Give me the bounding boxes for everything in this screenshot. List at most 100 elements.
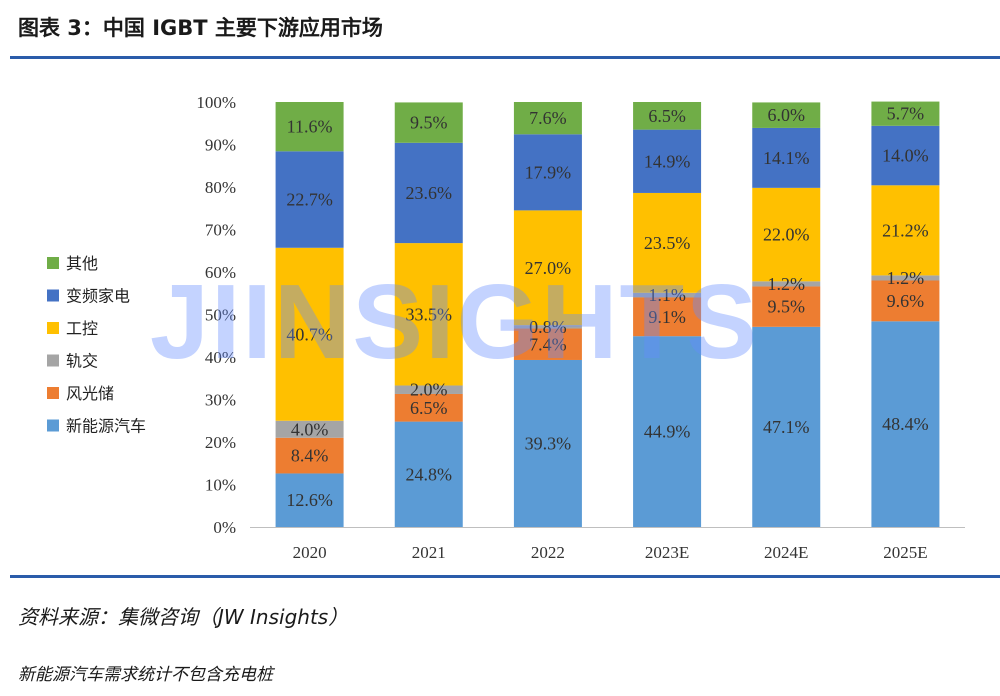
data-label: 40.7%: [286, 324, 333, 344]
bar-segment: [513, 134, 582, 211]
legend-label: 轨交: [66, 352, 98, 371]
bar-segment: [633, 192, 702, 293]
footnote: 新能源汽车需求统计不包含充电桩: [18, 665, 273, 685]
x-tick-label: 2025E: [883, 543, 927, 562]
bar-segment: [394, 385, 463, 394]
data-label: 9.6%: [887, 291, 925, 311]
data-label: 9.1%: [648, 307, 686, 327]
x-tick-label: 2022: [531, 543, 565, 562]
data-label: 27.0%: [525, 258, 572, 278]
data-label: 7.6%: [529, 108, 567, 128]
data-label: 23.5%: [644, 233, 691, 253]
x-tick-label: 2023E: [645, 543, 689, 562]
data-label: 14.9%: [644, 151, 691, 171]
bar-segment: [633, 292, 702, 298]
bar-segment: [871, 280, 940, 322]
data-label: 6.5%: [648, 106, 686, 126]
legend-swatch: [47, 354, 59, 367]
bar-segment: [871, 321, 940, 527]
bottom-rule: [10, 575, 1000, 578]
data-label: 7.4%: [529, 334, 567, 354]
data-label: 2.0%: [410, 380, 448, 400]
data-label: 1.1%: [648, 285, 686, 305]
bar-segment: [275, 420, 344, 438]
bar-segment: [633, 336, 702, 527]
chart-data-labels: 12.6%8.4%4.0%40.7%22.7%11.6%24.8%6.5%2.0…: [286, 104, 928, 511]
data-label: 6.5%: [410, 398, 448, 418]
bar-segment: [752, 281, 821, 287]
bar-segment: [394, 243, 463, 386]
legend-label: 新能源汽车: [66, 417, 146, 436]
bar-segment: [871, 125, 940, 186]
y-tick-label: 50%: [205, 306, 236, 325]
data-label: 6.0%: [768, 105, 806, 125]
data-label: 9.5%: [410, 113, 448, 133]
legend-label: 其他: [66, 254, 98, 273]
legend-label: 变频家电: [66, 287, 130, 306]
y-tick-label: 0%: [213, 518, 236, 537]
bar-segment: [752, 127, 821, 188]
y-tick-label: 10%: [205, 476, 236, 495]
bar-segment: [633, 129, 702, 193]
y-tick-label: 20%: [205, 433, 236, 452]
bar-segment: [513, 102, 582, 135]
y-tick-label: 80%: [205, 178, 236, 197]
data-label: 48.4%: [882, 414, 929, 434]
data-label: 8.4%: [291, 446, 329, 466]
source-note: 资料来源：集微咨询（JW Insights）: [18, 605, 349, 629]
bar-segment: [871, 275, 940, 281]
bar-segment: [394, 142, 463, 244]
data-label: 24.8%: [406, 464, 453, 484]
legend-swatch: [47, 289, 59, 302]
figure-title: 图表 3：中国 IGBT 主要下游应用市场: [18, 16, 383, 40]
bar-segment: [633, 102, 702, 130]
bar-segment: [394, 421, 463, 527]
bar-segment: [394, 102, 463, 143]
data-label: 22.0%: [763, 225, 810, 245]
data-label: 1.2%: [768, 274, 806, 294]
data-label: 1.2%: [887, 268, 925, 288]
data-label: 5.7%: [887, 104, 925, 124]
watermark: JIINSIGHTS: [150, 263, 760, 381]
bar-segment: [633, 297, 702, 337]
data-label: 9.5%: [768, 297, 806, 317]
data-label: 12.6%: [286, 490, 333, 510]
data-label: 23.6%: [406, 183, 453, 203]
x-tick-label: 2020: [293, 543, 327, 562]
y-tick-label: 90%: [205, 136, 236, 155]
bar-segment: [394, 393, 463, 422]
x-tick-label: 2021: [412, 543, 446, 562]
legend-label: 风光储: [66, 384, 114, 403]
data-label: 22.7%: [286, 190, 333, 210]
top-rule: [10, 56, 1000, 59]
chart-axes: 0% 10% 20% 30% 40% 50% 60% 70% 80% 90% 100% 2020 202…: [196, 93, 965, 562]
data-label: 11.6%: [287, 117, 333, 137]
bar-segment: [275, 151, 344, 248]
data-label: 14.1%: [763, 148, 810, 168]
bar-segment: [752, 187, 821, 282]
data-label: 17.9%: [525, 162, 572, 182]
y-tick-label: 30%: [205, 391, 236, 410]
bar-segment: [752, 286, 821, 327]
data-label: 44.9%: [644, 422, 691, 442]
y-tick-label: 40%: [205, 348, 236, 367]
bar-segment: [871, 185, 940, 276]
bar-segment: [871, 101, 940, 126]
legend-label: 工控: [66, 319, 98, 338]
bar-segment: [513, 210, 582, 326]
bar-segment: [275, 247, 344, 421]
bar-segment: [513, 359, 582, 527]
y-tick-label: 70%: [205, 221, 236, 240]
data-label: 47.1%: [763, 417, 810, 437]
bar-segment: [275, 102, 344, 152]
chart-bars: [275, 101, 940, 527]
data-label: 14.0%: [882, 146, 929, 166]
data-label: 0.8%: [529, 317, 567, 337]
data-label: 21.2%: [882, 220, 929, 240]
legend-swatch: [47, 387, 59, 399]
data-label: 33.5%: [406, 304, 453, 324]
bar-segment: [513, 325, 582, 329]
legend-swatch: [47, 322, 59, 334]
y-tick-label: 100%: [196, 93, 236, 112]
